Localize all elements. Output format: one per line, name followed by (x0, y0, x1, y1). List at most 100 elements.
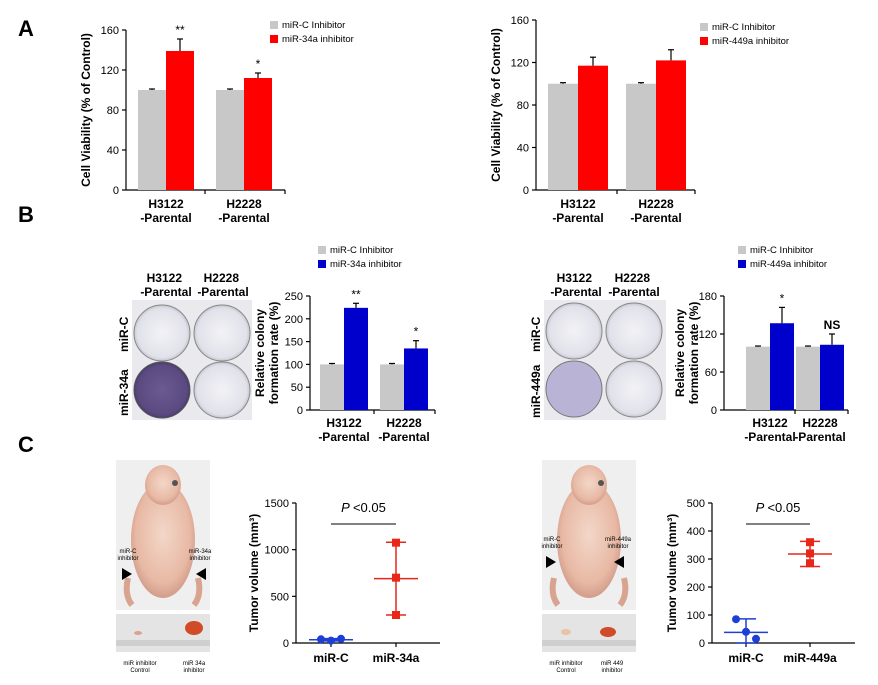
category-label: H2228 -Parental (794, 416, 845, 444)
data-point (337, 634, 345, 643)
category-label: H2228 -Parental (630, 197, 681, 225)
tumor-label: miR 449 inhibitor (601, 661, 624, 674)
y-axis-label: Cell Viability (% of Control) (489, 28, 503, 182)
data-point (392, 611, 400, 619)
arrow-label: miR-449a inhibitor (605, 537, 632, 550)
y-tick-label: 0 (523, 185, 529, 197)
legend-label: miR-449a inhibitor (712, 36, 789, 47)
arrow-label: miR-C inhibitor (117, 549, 138, 562)
panel-label-c: C (18, 432, 34, 457)
tumor-label: miR inhibitor Control (123, 661, 156, 674)
arrow-label: miR-34a inhibitor (189, 549, 212, 562)
plate-col-header: H3122 -Parental (550, 271, 601, 299)
bar (796, 346, 820, 410)
arrow-icon (614, 556, 624, 568)
bar (548, 83, 578, 190)
plate-image (545, 360, 603, 418)
chart-c-left: 0 500 1000 1500 Tumor volume (mm³) miR-C miR-3… (247, 498, 440, 665)
y-tick-label: 40 (107, 145, 119, 157)
y-axis-label: Tumor volume (mm³) (247, 514, 261, 632)
arrow-icon (196, 568, 206, 580)
y-tick-label: 0 (297, 405, 303, 417)
plate-image (193, 304, 251, 362)
y-tick-label: 400 (687, 526, 705, 538)
bar (344, 307, 368, 410)
legend-label: miR-C Inhibitor (750, 245, 813, 256)
data-point (327, 636, 335, 645)
plate-row-label: miR-34a (117, 369, 131, 416)
data-point (806, 549, 814, 558)
legend-swatch (270, 35, 278, 43)
legend-swatch (270, 21, 278, 29)
data-point (317, 635, 325, 644)
y-tick-label: 40 (517, 143, 529, 155)
panel-label-b: B (18, 202, 34, 227)
bar (626, 83, 656, 190)
legend-swatch (318, 260, 326, 268)
plate-image (605, 360, 663, 418)
panel-label-a: A (18, 16, 34, 41)
plate-row-label: miR-C (529, 316, 543, 352)
significance-label: NS (824, 318, 841, 332)
bar (380, 364, 404, 410)
legend-swatch (738, 246, 746, 254)
category-label: H3122 -Parental (140, 197, 191, 225)
p-value-label: P <0.05 (341, 500, 386, 515)
significance-label: ** (175, 23, 185, 37)
legend-label: miR-C Inhibitor (330, 245, 393, 256)
plate-col-header: H2228 -Parental (197, 271, 248, 299)
bar (746, 346, 770, 410)
category-label: H3122 -Parental (318, 416, 369, 444)
y-tick-label: 1500 (265, 498, 289, 510)
chart-b-left: 0 50 100 150 200 250 Relative colonyformation … (253, 245, 436, 444)
y-tick-label: 0 (699, 638, 705, 650)
y-tick-label: 160 (101, 25, 119, 37)
legend-swatch (700, 37, 708, 45)
tumor-label: miR inhibitor Control (549, 661, 582, 674)
y-tick-label: 200 (285, 314, 303, 326)
y-tick-label: 0 (113, 185, 119, 197)
legend-label: miR-34a inhibitor (282, 34, 354, 45)
bar (770, 323, 794, 410)
plate-row-label: miR-449a (529, 364, 543, 418)
plate-image (545, 302, 603, 360)
mouse-photo-left: miR-C inhibitor miR-34a inhibitor miR inhi… (116, 460, 212, 674)
data-point (752, 634, 760, 643)
bar (166, 51, 194, 190)
plate-image (605, 302, 663, 360)
significance-label: ** (351, 287, 361, 301)
data-point (732, 615, 740, 624)
tumor-label: miR 34a inhibitor (183, 661, 206, 674)
legend-label: miR-C Inhibitor (282, 20, 345, 31)
y-tick-label: 1000 (265, 545, 289, 557)
data-point (392, 538, 400, 547)
mouse-photo-right: miR-C inhibitor miR-449a inhibitor miR inh… (541, 460, 636, 674)
y-tick-label: 200 (687, 582, 705, 594)
p-value-label: P <0.05 (756, 500, 801, 515)
category-label: H3122 -Parental (552, 197, 603, 225)
y-tick-label: 300 (687, 554, 705, 566)
category-label: miR-34a (373, 651, 420, 665)
bar (820, 344, 844, 410)
y-tick-label: 120 (699, 329, 717, 341)
category-label: miR-C (313, 651, 349, 665)
arrow-icon (546, 556, 556, 568)
bar (216, 90, 244, 190)
legend-swatch (700, 23, 708, 31)
category-label: H2228 -Parental (218, 197, 269, 225)
plate-col-header: H2228 -Parental (608, 271, 659, 299)
y-axis-label: Relative colonyformation rate (%) (673, 302, 701, 405)
data-point (742, 627, 750, 636)
legend-label: miR-449a inhibitor (750, 259, 827, 270)
y-tick-label: 180 (699, 291, 717, 303)
arrow-icon (122, 568, 132, 580)
colony-plates-right: H3122 -Parental H2228 -Parental miR-C mi… (529, 271, 666, 420)
y-tick-label: 120 (511, 58, 529, 70)
legend-label: miR-C Inhibitor (712, 22, 775, 33)
plate-col-header: H3122 -Parental (140, 271, 191, 299)
y-tick-label: 250 (285, 291, 303, 303)
y-tick-label: 80 (107, 105, 119, 117)
y-tick-label: 500 (687, 498, 705, 510)
